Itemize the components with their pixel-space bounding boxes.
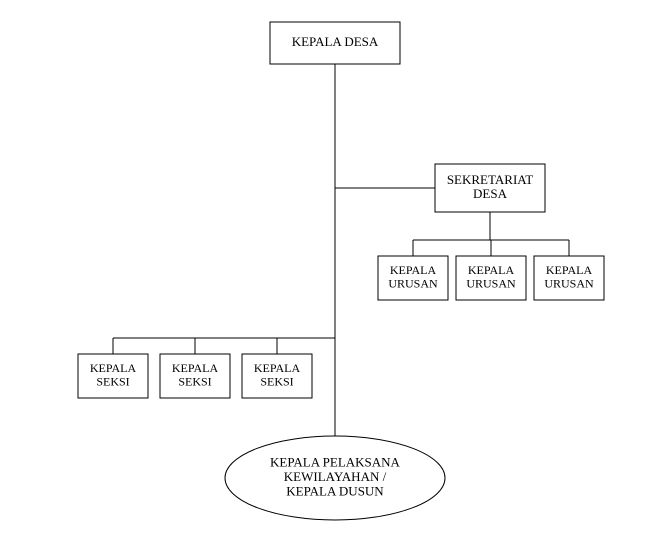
svg-text:URUSAN: URUSAN (466, 276, 516, 290)
svg-text:KEPALA: KEPALA (254, 361, 301, 375)
svg-text:KEPALA: KEPALA (172, 361, 219, 375)
svg-text:KEPALA DESA: KEPALA DESA (292, 34, 379, 49)
org-chart: KEPALA DESASEKRETARIATDESAKEPALAURUSANKE… (0, 0, 649, 537)
svg-text:KEPALA DUSUN: KEPALA DUSUN (286, 483, 384, 498)
svg-text:SEKSI: SEKSI (96, 374, 129, 388)
svg-text:URUSAN: URUSAN (388, 276, 438, 290)
svg-text:KEPALA: KEPALA (468, 263, 515, 277)
svg-text:DESA: DESA (473, 186, 508, 201)
svg-text:KEPALA: KEPALA (90, 361, 137, 375)
svg-text:KEPALA PELAKSANA: KEPALA PELAKSANA (270, 455, 401, 470)
svg-text:KEWILAYAHAN /: KEWILAYAHAN / (284, 469, 387, 484)
svg-text:SEKSI: SEKSI (260, 374, 293, 388)
svg-text:SEKSI: SEKSI (178, 374, 211, 388)
svg-text:KEPALA: KEPALA (546, 263, 593, 277)
svg-text:KEPALA: KEPALA (390, 263, 437, 277)
svg-text:SEKRETARIAT: SEKRETARIAT (447, 172, 533, 187)
svg-text:URUSAN: URUSAN (544, 276, 594, 290)
